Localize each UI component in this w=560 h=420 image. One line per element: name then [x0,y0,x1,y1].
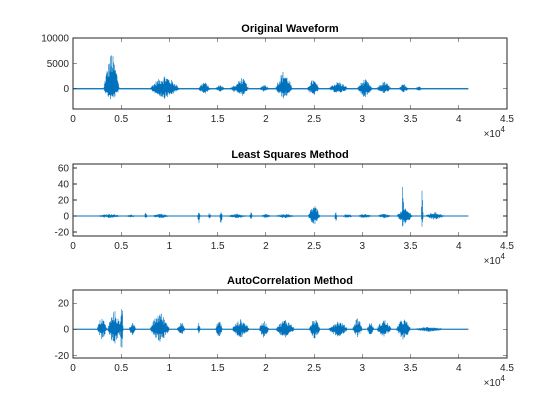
y-tick-label: -20 [55,351,70,362]
x-tick-label: 2 [263,114,269,125]
waveform-series [72,55,469,100]
x-tick-label: 1.5 [211,241,225,252]
x-tick-label: 2.5 [307,114,321,125]
x-tick-label: 2.5 [307,241,321,252]
axes-box [72,289,508,359]
x-tick-label: 1 [167,114,173,125]
x-tick-label: 3.5 [404,114,418,125]
axes-box [72,37,508,110]
x-exponent-power: 4 [501,125,506,134]
x-tick-label: 2 [263,241,269,252]
x-exponent-label: ×104 [484,374,506,389]
y-tick-label: 60 [58,164,70,175]
x-exponent-power: 4 [501,374,506,383]
x-exponent-label: ×104 [484,125,506,140]
x-tick-label: 1.5 [211,363,225,374]
x-tick-label: 4.5 [500,241,514,252]
y-tick-label: 5000 [47,59,70,70]
x-tick-label: 4 [456,241,462,252]
y-tick-label: 0 [63,212,69,223]
subplot-title: AutoCorrelation Method [227,275,353,287]
x-exponent-base: ×10 [484,378,501,389]
x-tick-label: 1 [167,241,173,252]
x-tick-label: 1 [167,363,173,374]
x-tick-label: 3.5 [404,363,418,374]
x-tick-label: 4.5 [500,363,514,374]
x-tick-label: 4 [456,114,462,125]
x-tick-label: 2 [263,363,269,374]
y-tick-label: 20 [58,196,70,207]
y-tick-label: 0 [63,325,69,336]
x-tick-label: 3 [360,241,366,252]
x-exponent-base: ×10 [484,256,501,267]
x-exponent-power: 4 [501,252,506,261]
x-tick-label: 2.5 [307,363,321,374]
x-tick-label: 4.5 [500,114,514,125]
x-tick-label: 3.5 [404,241,418,252]
subplot-title: Least Squares Method [231,149,348,161]
y-tick-label: 10000 [41,34,69,45]
subplot-title: Original Waveform [241,23,339,35]
y-tick-label: -20 [55,228,70,239]
x-exponent-base: ×10 [484,129,501,140]
x-tick-label: 0 [70,363,76,374]
x-tick-label: 0.5 [114,114,128,125]
x-tick-label: 0 [70,114,76,125]
x-tick-label: 0 [70,241,76,252]
y-tick-label: 20 [58,299,70,310]
y-tick-label: 40 [58,180,70,191]
y-tick-label: 0 [63,84,69,95]
x-tick-label: 0.5 [114,241,128,252]
x-tick-label: 3 [360,114,366,125]
x-tick-label: 0.5 [114,363,128,374]
x-exponent-label: ×104 [484,252,506,267]
x-tick-label: 3 [360,363,366,374]
x-tick-label: 1.5 [211,114,225,125]
x-tick-label: 4 [456,363,462,374]
